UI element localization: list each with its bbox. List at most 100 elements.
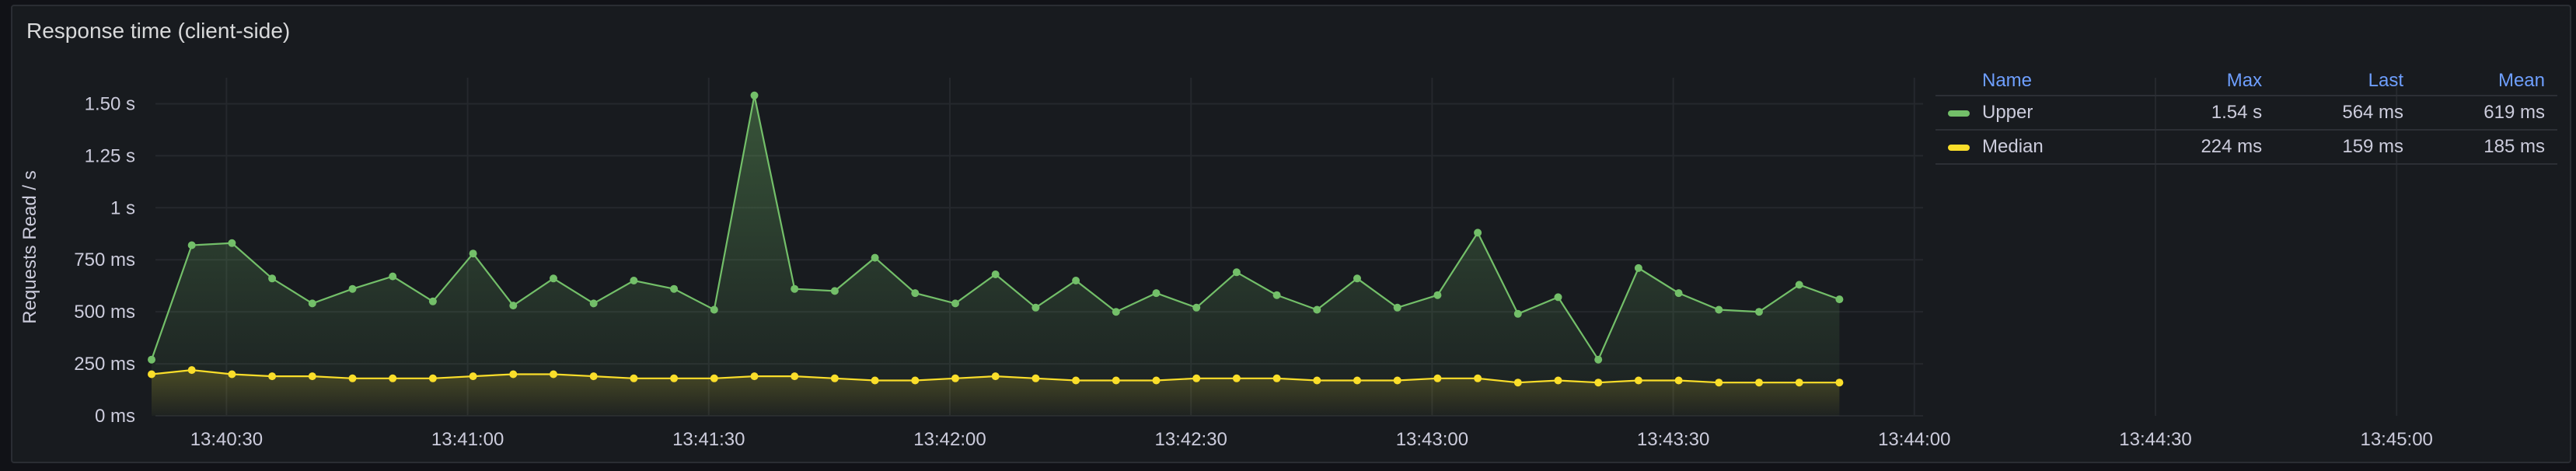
data-point-upper[interactable] bbox=[228, 239, 236, 247]
data-point-median[interactable] bbox=[469, 372, 477, 381]
data-point-upper[interactable] bbox=[670, 284, 679, 293]
data-point-median[interactable] bbox=[1272, 374, 1281, 382]
y-axis: 0 ms 250 ms 500 ms 750 ms 1 s 1.25 s 1.50 s bbox=[74, 93, 135, 427]
data-point-upper[interactable] bbox=[308, 299, 316, 308]
data-point-median[interactable] bbox=[1474, 374, 1482, 382]
data-point-median[interactable] bbox=[1353, 376, 1361, 385]
data-point-median[interactable] bbox=[1755, 379, 1763, 387]
data-point-upper[interactable] bbox=[1272, 291, 1281, 299]
x-tick-label: 13:40:30 bbox=[190, 429, 263, 450]
data-point-upper[interactable] bbox=[1715, 305, 1723, 314]
data-point-median[interactable] bbox=[509, 370, 518, 379]
data-point-median[interactable] bbox=[1513, 379, 1522, 387]
legend-row-upper[interactable]: Upper 1.54 s 564 ms 619 ms bbox=[1935, 96, 2557, 131]
data-point-upper[interactable] bbox=[1152, 289, 1161, 298]
data-point-upper[interactable] bbox=[1474, 229, 1482, 237]
data-point-upper[interactable] bbox=[1313, 305, 1321, 314]
data-point-median[interactable] bbox=[1554, 376, 1562, 385]
data-point-upper[interactable] bbox=[389, 272, 397, 281]
data-point-upper[interactable] bbox=[1594, 355, 1603, 364]
data-point-median[interactable] bbox=[791, 372, 799, 381]
data-point-upper[interactable] bbox=[509, 302, 518, 310]
data-point-median[interactable] bbox=[710, 374, 718, 382]
legend-header-name[interactable]: Name bbox=[1935, 67, 2134, 96]
data-point-upper[interactable] bbox=[187, 241, 196, 249]
data-point-upper[interactable] bbox=[589, 299, 598, 308]
data-point-median[interactable] bbox=[428, 374, 437, 382]
data-point-upper[interactable] bbox=[148, 355, 155, 364]
data-point-upper[interactable] bbox=[1795, 281, 1803, 289]
data-point-median[interactable] bbox=[308, 372, 316, 381]
x-axis: 13:40:30 13:41:00 13:41:30 13:42:00 13:42:30… bbox=[190, 429, 2433, 450]
data-point-upper[interactable] bbox=[710, 305, 718, 314]
data-point-upper[interactable] bbox=[1513, 309, 1522, 318]
data-point-median[interactable] bbox=[1795, 379, 1803, 387]
data-point-upper[interactable] bbox=[469, 249, 477, 258]
data-point-median[interactable] bbox=[991, 372, 1000, 381]
data-point-median[interactable] bbox=[550, 370, 557, 379]
data-point-upper[interactable] bbox=[991, 270, 1000, 278]
data-point-median[interactable] bbox=[1192, 374, 1201, 382]
data-point-upper[interactable] bbox=[1031, 303, 1040, 312]
data-point-upper[interactable] bbox=[1192, 303, 1201, 312]
data-point-upper[interactable] bbox=[1232, 268, 1241, 277]
data-point-median[interactable] bbox=[1072, 376, 1080, 385]
data-point-median[interactable] bbox=[148, 370, 155, 379]
data-point-median[interactable] bbox=[1594, 379, 1603, 387]
data-point-median[interactable] bbox=[1031, 374, 1040, 382]
legend-header-max[interactable]: Max bbox=[2133, 67, 2275, 96]
data-point-upper[interactable] bbox=[348, 284, 357, 293]
legend-row-median[interactable]: Median 224 ms 159 ms 185 ms bbox=[1935, 130, 2557, 165]
panel-title[interactable]: Response time (client-side) bbox=[26, 19, 291, 43]
data-point-median[interactable] bbox=[871, 376, 879, 385]
data-point-upper[interactable] bbox=[1835, 295, 1844, 304]
data-point-upper[interactable] bbox=[630, 277, 638, 284]
data-point-upper[interactable] bbox=[550, 274, 557, 283]
data-point-upper[interactable] bbox=[1433, 291, 1442, 299]
data-point-upper[interactable] bbox=[268, 274, 277, 283]
data-point-upper[interactable] bbox=[1554, 293, 1562, 302]
data-point-median[interactable] bbox=[1835, 379, 1844, 387]
data-point-upper[interactable] bbox=[750, 91, 759, 99]
data-point-median[interactable] bbox=[1152, 376, 1161, 385]
data-point-upper[interactable] bbox=[428, 297, 437, 305]
data-point-median[interactable] bbox=[630, 374, 638, 382]
data-point-upper[interactable] bbox=[830, 287, 839, 295]
data-point-upper[interactable] bbox=[1674, 289, 1683, 298]
data-point-upper[interactable] bbox=[1353, 274, 1361, 283]
legend-header-mean[interactable]: Mean bbox=[2416, 67, 2557, 96]
data-point-median[interactable] bbox=[389, 374, 397, 382]
data-point-median[interactable] bbox=[1715, 379, 1723, 387]
data-point-median[interactable] bbox=[1433, 374, 1442, 382]
data-point-median[interactable] bbox=[268, 372, 277, 381]
data-point-upper[interactable] bbox=[1112, 308, 1120, 316]
data-point-median[interactable] bbox=[228, 370, 236, 379]
data-point-median[interactable] bbox=[750, 372, 759, 381]
data-point-median[interactable] bbox=[589, 372, 598, 381]
data-point-upper[interactable] bbox=[951, 299, 959, 308]
data-point-median[interactable] bbox=[1674, 376, 1683, 385]
data-point-upper[interactable] bbox=[1634, 263, 1642, 272]
series-color-swatch bbox=[1948, 144, 1970, 151]
data-point-median[interactable] bbox=[670, 374, 679, 382]
data-point-upper[interactable] bbox=[871, 253, 879, 262]
y-tick-label: 250 ms bbox=[74, 354, 135, 375]
data-point-median[interactable] bbox=[1232, 374, 1241, 382]
data-point-upper[interactable] bbox=[1393, 303, 1401, 312]
data-point-median[interactable] bbox=[951, 374, 959, 382]
legend-header-last[interactable]: Last bbox=[2274, 67, 2417, 96]
data-point-median[interactable] bbox=[911, 376, 920, 385]
data-point-median[interactable] bbox=[1393, 376, 1401, 385]
data-point-median[interactable] bbox=[348, 374, 357, 382]
data-point-median[interactable] bbox=[830, 374, 839, 382]
data-point-upper[interactable] bbox=[1755, 308, 1763, 316]
data-point-median[interactable] bbox=[1313, 376, 1321, 385]
data-point-upper[interactable] bbox=[1072, 277, 1080, 284]
data-point-median[interactable] bbox=[187, 366, 196, 375]
data-point-median[interactable] bbox=[1634, 376, 1642, 385]
data-point-upper[interactable] bbox=[911, 289, 920, 298]
x-tick-label: 13:43:00 bbox=[1396, 429, 1468, 450]
data-point-median[interactable] bbox=[1112, 376, 1120, 385]
data-point-upper[interactable] bbox=[791, 284, 799, 293]
